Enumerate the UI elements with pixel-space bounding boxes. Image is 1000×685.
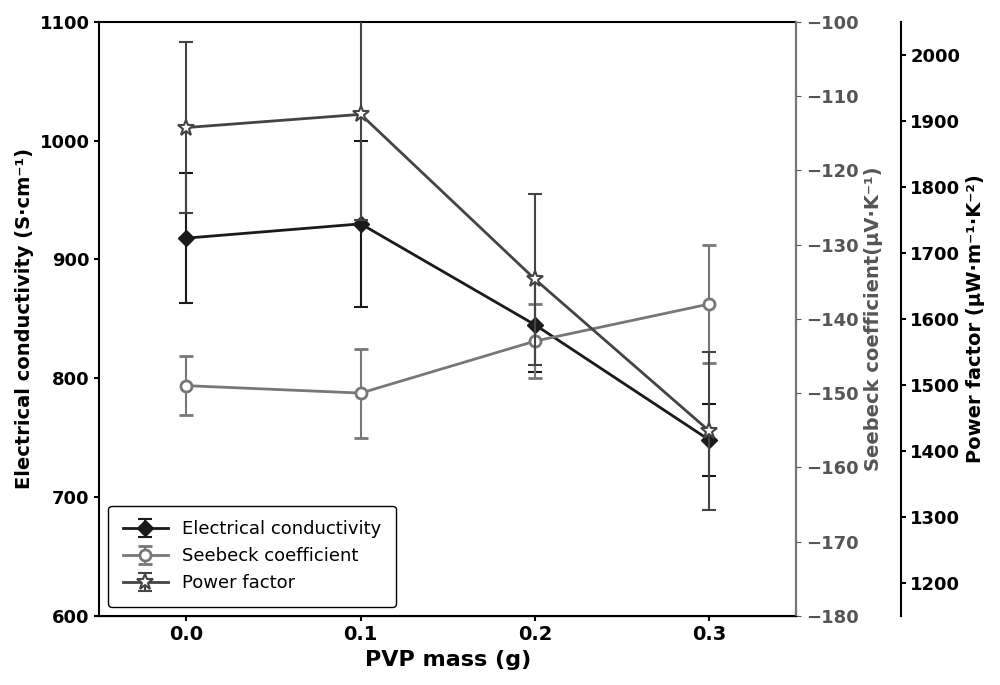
Y-axis label: Power factor (μW·m⁻¹·K⁻²): Power factor (μW·m⁻¹·K⁻²) xyxy=(966,175,985,463)
X-axis label: PVP mass (g): PVP mass (g) xyxy=(365,650,531,670)
Y-axis label: Seebeck coefficient(μV·K⁻¹): Seebeck coefficient(μV·K⁻¹) xyxy=(864,166,883,471)
Legend: Electrical conductivity, Seebeck coefficient, Power factor: Electrical conductivity, Seebeck coeffic… xyxy=(108,506,396,607)
Y-axis label: Electrical conductivity (S·cm⁻¹): Electrical conductivity (S·cm⁻¹) xyxy=(15,149,34,489)
